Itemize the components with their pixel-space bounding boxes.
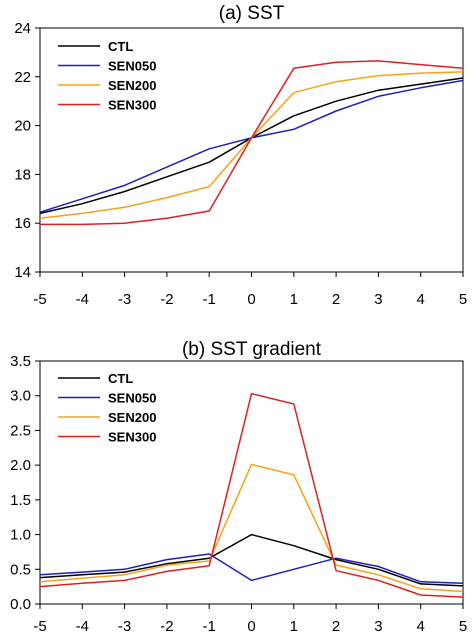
- x-tick-label: -2: [160, 291, 173, 308]
- series-line-sen050: [39, 79, 464, 213]
- y-tick-label: 16: [14, 215, 31, 232]
- x-tick-label: 4: [417, 291, 425, 308]
- x-tick-label: -5: [33, 291, 46, 308]
- x-tick-label: -4: [76, 618, 89, 635]
- chart-panel-1: (a) SST -5 -4 -3 -2 -1 0 1 2 3 4 5 14 16 18 20 22 24 CTL SE…: [14, 3, 467, 308]
- legend-label-sen300: SEN300: [108, 430, 156, 445]
- y-tick-label: 0.0: [10, 596, 31, 613]
- x-tick-label: -2: [160, 618, 173, 635]
- x-tick-label: 1: [290, 291, 298, 308]
- y-tick-label: 14: [14, 264, 31, 281]
- legend-label-sen300: SEN300: [108, 98, 156, 113]
- series-line-ctl: [39, 77, 464, 215]
- legend-label-sen050: SEN050: [108, 391, 156, 406]
- y-tick-label: 20: [14, 118, 31, 135]
- y-tick-label: 18: [14, 166, 31, 183]
- series-line-ctl: [39, 533, 464, 587]
- y-tick-label: 3.0: [10, 388, 31, 405]
- x-tick-label: -1: [203, 618, 216, 635]
- y-tick-label: 1.0: [10, 527, 31, 544]
- x-tick-label: 3: [374, 618, 382, 635]
- x-tick-label: 5: [459, 291, 467, 308]
- legend-label-sen050: SEN050: [108, 59, 156, 74]
- series-line-sen200: [39, 463, 464, 593]
- x-tick-label: 0: [247, 291, 255, 308]
- x-tick-label: -3: [118, 618, 131, 635]
- plot-frame: [39, 360, 464, 605]
- x-tick-label: 4: [417, 618, 425, 635]
- chart-panel-2: (b) SST gradient -5 -4 -3 -2 -1 0 1 2 3 4 5 0.0 0.5 1.…: [10, 339, 467, 635]
- series-line-sen300: [39, 392, 464, 598]
- x-tick-label: 2: [332, 618, 340, 635]
- x-tick-label: 0: [247, 618, 255, 635]
- x-tick-label: -5: [33, 618, 46, 635]
- series-line-sen050: [39, 553, 464, 584]
- plot-frame: [39, 27, 464, 273]
- series-line-sen300: [40, 60, 464, 226]
- chart-title: (b) SST gradient: [182, 339, 322, 360]
- y-tick-label: 2.5: [10, 422, 31, 439]
- y-tick-label: 2.0: [10, 457, 31, 474]
- legend-label-sen200: SEN200: [108, 78, 156, 93]
- y-tick-label: 24: [14, 20, 31, 37]
- x-tick-label: 3: [374, 291, 382, 308]
- y-tick-label: 0.5: [10, 561, 31, 578]
- chart-title: (a) SST: [219, 3, 285, 24]
- legend-label-sen200: SEN200: [108, 410, 156, 425]
- x-tick-label: 2: [332, 291, 340, 308]
- x-tick-label: 5: [459, 618, 467, 635]
- legend-label-ctl: CTL: [108, 371, 133, 386]
- x-tick-label: 1: [290, 618, 298, 635]
- y-tick-label: 22: [14, 69, 31, 86]
- x-tick-label: -3: [118, 291, 131, 308]
- series-line-sen200: [39, 71, 464, 220]
- y-tick-label: 3.5: [10, 353, 31, 370]
- legend-label-ctl: CTL: [108, 39, 133, 54]
- x-tick-label: -4: [76, 291, 89, 308]
- y-tick-label: 1.5: [10, 492, 31, 509]
- x-tick-label: -1: [203, 291, 216, 308]
